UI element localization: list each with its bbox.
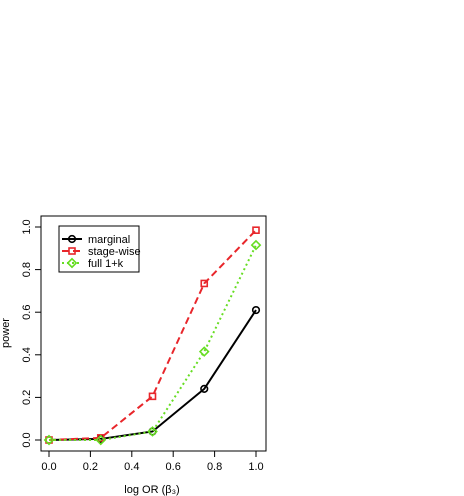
y-tick-label: 0.2: [21, 390, 33, 405]
data-point: [198, 346, 210, 357]
series-layer: [43, 226, 262, 446]
legend-marker: [68, 247, 76, 255]
data-point: [252, 226, 260, 234]
legend-label: stage-wise: [88, 246, 141, 258]
y-tick-label: 0.0: [21, 432, 33, 447]
series-line: [48, 229, 257, 441]
legend-marker: [67, 234, 77, 244]
y-tick-label: 0.8: [21, 262, 33, 277]
data-point: [250, 239, 262, 251]
x-axis: 0.0 0.2 0.4 0.6 0.8 1.0: [41, 450, 264, 473]
data-point: [148, 392, 157, 401]
x-tick-label: 0.2: [83, 461, 98, 473]
series-line: [48, 309, 257, 441]
x-tick-label: 1.0: [248, 461, 263, 473]
y-axis: 0.0 0.2 0.4 0.6 0.8 1.0: [21, 219, 42, 448]
data-point: [251, 305, 261, 315]
data-point: [45, 436, 53, 444]
data-point: [43, 434, 55, 446]
y-axis-title: power: [0, 318, 12, 348]
legend-box: [58, 225, 140, 273]
series-full-1-k: [43, 239, 262, 446]
x-tick-label: 0.6: [166, 461, 181, 473]
legend-marker: [66, 257, 78, 269]
y-tick-label: 0.6: [21, 305, 33, 320]
y-tick-label: 0.4: [21, 347, 33, 362]
data-point: [200, 279, 209, 288]
x-tick-label: 0.4: [124, 461, 139, 473]
series-marginal: [44, 305, 261, 445]
data-point: [95, 434, 107, 446]
series-line: [49, 244, 257, 441]
legend-label: full 1+k: [88, 258, 124, 270]
y-tick-label: 1.0: [21, 219, 33, 234]
x-tick-label: 0.0: [41, 461, 56, 473]
x-axis-title: log OR (β₃): [124, 484, 179, 496]
data-point: [200, 384, 209, 393]
legend-label: marginal: [88, 234, 130, 246]
data-point: [147, 426, 158, 437]
x-tick-label: 0.8: [207, 461, 222, 473]
